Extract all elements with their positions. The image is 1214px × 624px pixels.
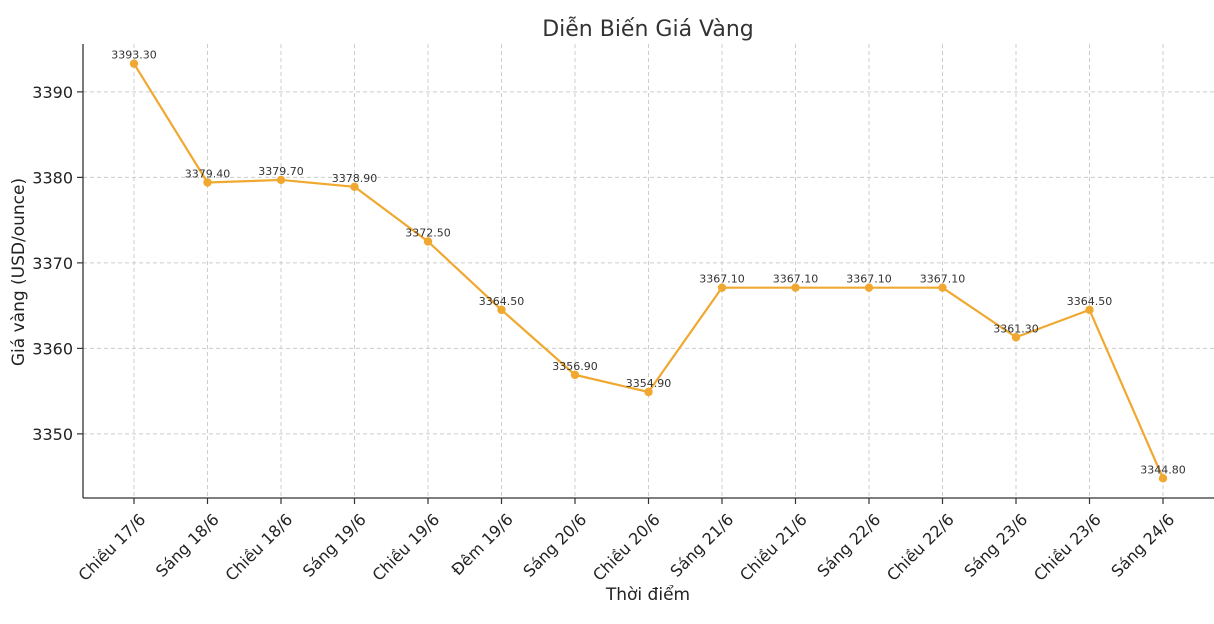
x-tick-label: Chiều 21/6 — [736, 510, 811, 585]
data-label: 3379.70 — [258, 165, 304, 178]
data-label: 3378.90 — [332, 172, 378, 185]
x-tick-label: Sáng 22/6 — [813, 510, 884, 581]
x-tick-label: Sáng 24/6 — [1107, 510, 1178, 581]
chart-title: Diễn Biến Giá Vàng — [542, 16, 754, 42]
x-tick-label: Chiều 19/6 — [369, 510, 444, 585]
data-label: 3356.90 — [552, 360, 598, 373]
data-label: 3344.80 — [1140, 463, 1186, 476]
data-label: 3367.10 — [699, 273, 745, 286]
grid-layer — [83, 44, 1214, 498]
x-tick-label: Sáng 18/6 — [152, 510, 223, 581]
x-tick-label: Sáng 23/6 — [960, 510, 1031, 581]
x-tick-label: Chiều 17/6 — [75, 510, 150, 585]
data-point — [644, 387, 653, 397]
y-tick-label: 3360 — [32, 339, 73, 358]
data-label: 3367.10 — [846, 273, 892, 286]
x-tick-label: Đêm 19/6 — [448, 510, 517, 579]
data-point — [129, 59, 139, 68]
data-label: 3367.10 — [920, 273, 966, 286]
data-labels-layer: 3393.30 3379.40 3379.70 3378.90 3372.50 3364.… — [111, 49, 1186, 477]
series-layer — [129, 59, 1168, 483]
x-tick-label: Sáng 21/6 — [666, 510, 737, 581]
data-point — [1085, 305, 1094, 315]
data-label: 3364.50 — [479, 295, 525, 308]
data-label: 3361.30 — [993, 322, 1039, 335]
data-point — [350, 182, 359, 191]
data-point — [203, 178, 212, 187]
y-tick-label: 3380 — [32, 168, 73, 187]
y-tick-label: 3350 — [32, 425, 73, 444]
data-label: 3354.90 — [626, 377, 672, 390]
x-tick-label: Sáng 19/6 — [299, 510, 370, 581]
data-point — [864, 283, 874, 292]
data-point — [497, 305, 506, 315]
data-point — [276, 175, 286, 185]
y-tick-label: 3390 — [32, 83, 73, 102]
data-label: 3379.40 — [185, 168, 231, 181]
data-label: 3393.30 — [111, 49, 157, 62]
x-tick-label: Sáng 20/6 — [519, 510, 590, 581]
x-tick-label: Chiều 22/6 — [883, 510, 958, 585]
data-point — [717, 283, 727, 292]
x-tick-label: Chiều 20/6 — [589, 510, 664, 585]
x-tick-label: Chiều 23/6 — [1030, 510, 1105, 585]
data-point — [1011, 333, 1021, 342]
y-tick-label: 3370 — [32, 254, 73, 273]
y-axis-label: Giá vàng (USD/ounce) — [9, 178, 29, 366]
data-point — [938, 283, 947, 292]
data-point — [791, 283, 800, 292]
data-label: 3367.10 — [773, 273, 819, 286]
x-axis-label: Thời điểm — [605, 584, 690, 605]
data-label: 3372.50 — [405, 227, 451, 240]
data-point — [1158, 474, 1168, 483]
data-point — [570, 370, 580, 380]
data-label: 3364.50 — [1067, 295, 1113, 308]
x-tick-label: Chiều 18/6 — [222, 510, 297, 585]
data-point — [423, 237, 433, 246]
